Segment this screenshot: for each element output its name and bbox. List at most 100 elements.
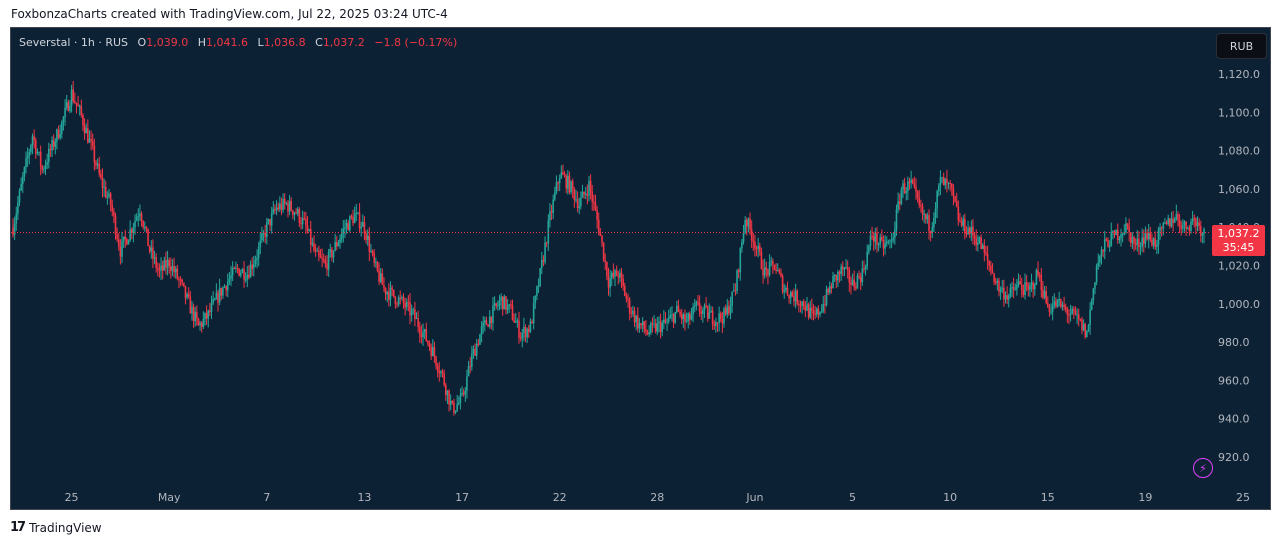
candlestick-chart[interactable]: 1,120.01,100.01,080.01,060.01,040.01,020…: [11, 28, 1270, 509]
candle-body: [500, 296, 502, 302]
candle-body: [344, 227, 346, 229]
candle-body: [739, 248, 742, 273]
close-key: C: [315, 36, 323, 49]
candle-body: [890, 240, 893, 242]
candle-body: [233, 267, 236, 269]
candle-body: [1180, 226, 1183, 229]
candle-body: [996, 280, 999, 283]
candle-body: [246, 274, 249, 280]
candle-body: [322, 259, 325, 262]
candle-body: [763, 267, 766, 276]
candle-body: [347, 223, 349, 231]
candle-body: [628, 299, 631, 313]
candle-body: [812, 310, 815, 314]
candle-body: [513, 319, 515, 323]
candle-body: [897, 201, 899, 210]
candle-body: [1020, 284, 1023, 291]
price-axis: 1,120.01,100.01,080.01,060.01,040.01,020…: [1218, 68, 1260, 464]
candle-body: [841, 266, 844, 270]
candle-body: [1071, 308, 1074, 314]
candle-body: [295, 212, 297, 214]
candle-body: [1110, 231, 1113, 247]
candle-body: [218, 287, 221, 303]
candle-body: [547, 220, 550, 244]
candle-body: [1175, 214, 1178, 220]
candle-body: [1165, 222, 1168, 225]
candle-body: [903, 183, 906, 194]
candle-body: [855, 287, 857, 289]
candle-body: [526, 328, 528, 338]
candle-body: [272, 208, 275, 213]
candle-body: [845, 267, 847, 269]
candle-body: [736, 270, 738, 291]
candle-body: [469, 366, 472, 368]
candle-body: [204, 312, 206, 320]
candle-body: [968, 227, 971, 234]
candle-body: [721, 318, 724, 324]
candle-body: [360, 226, 362, 229]
candle-body: [506, 304, 509, 311]
candle-body: [985, 252, 987, 254]
open-value: 1,039.0: [146, 36, 189, 49]
candle-body: [1113, 231, 1116, 235]
candle-body: [1144, 232, 1147, 244]
candle-body: [1032, 282, 1034, 290]
candle-body: [1060, 299, 1062, 307]
candle-body: [197, 318, 200, 326]
candle-body: [440, 371, 442, 374]
candle-body: [241, 269, 244, 273]
candle-body: [490, 316, 493, 323]
chart-panel[interactable]: 1,120.01,100.01,080.01,060.01,040.01,020…: [10, 27, 1271, 510]
candle-body: [789, 292, 792, 299]
candle-body: [1082, 323, 1085, 331]
candle-body: [1188, 227, 1191, 231]
candle-body: [933, 217, 935, 228]
candle-body: [72, 89, 75, 101]
candle-body: [1147, 232, 1150, 240]
currency-button[interactable]: RUB: [1216, 33, 1267, 59]
candle-body: [640, 323, 642, 326]
candle-body: [750, 229, 753, 241]
candle-body: [300, 222, 302, 225]
candle-body: [594, 202, 597, 211]
candle-body: [599, 232, 602, 236]
candle-body: [350, 216, 353, 218]
candle-body: [1118, 238, 1121, 241]
candle-body: [786, 287, 789, 295]
candle-body: [51, 140, 53, 151]
candle-body: [384, 287, 387, 295]
y-tick-label: 1,060.0: [1218, 183, 1260, 196]
candle-body: [1129, 232, 1132, 244]
candle-body: [95, 162, 97, 166]
candle-body: [960, 221, 963, 226]
high-key: H: [197, 36, 206, 49]
candle-body: [161, 265, 164, 271]
candle-body: [69, 105, 71, 111]
candle-body: [163, 260, 166, 271]
candle-body: [335, 242, 338, 247]
candle-body: [923, 214, 925, 216]
candle-body: [91, 140, 94, 146]
candle-body: [64, 107, 66, 118]
candle-body: [44, 164, 47, 170]
candle-body: [386, 292, 389, 295]
candle-body: [296, 209, 299, 214]
candle-body: [420, 333, 423, 338]
candle-body: [934, 208, 937, 218]
candle-body: [539, 268, 541, 286]
candle-body: [846, 267, 849, 270]
candle-body: [399, 297, 402, 299]
candle-body: [12, 227, 14, 235]
candle-body: [679, 311, 681, 315]
candle-body: [1183, 221, 1186, 225]
candle-body: [171, 265, 174, 271]
candle-body: [340, 233, 343, 239]
candle-body: [625, 295, 628, 299]
candle-body: [288, 201, 291, 212]
candle-body: [970, 226, 973, 234]
candle-body: [1099, 256, 1101, 263]
candle-body: [972, 226, 974, 236]
lightning-icon[interactable]: ⚡: [1193, 458, 1213, 478]
candle-body: [59, 134, 61, 138]
candle-body: [1077, 314, 1080, 320]
